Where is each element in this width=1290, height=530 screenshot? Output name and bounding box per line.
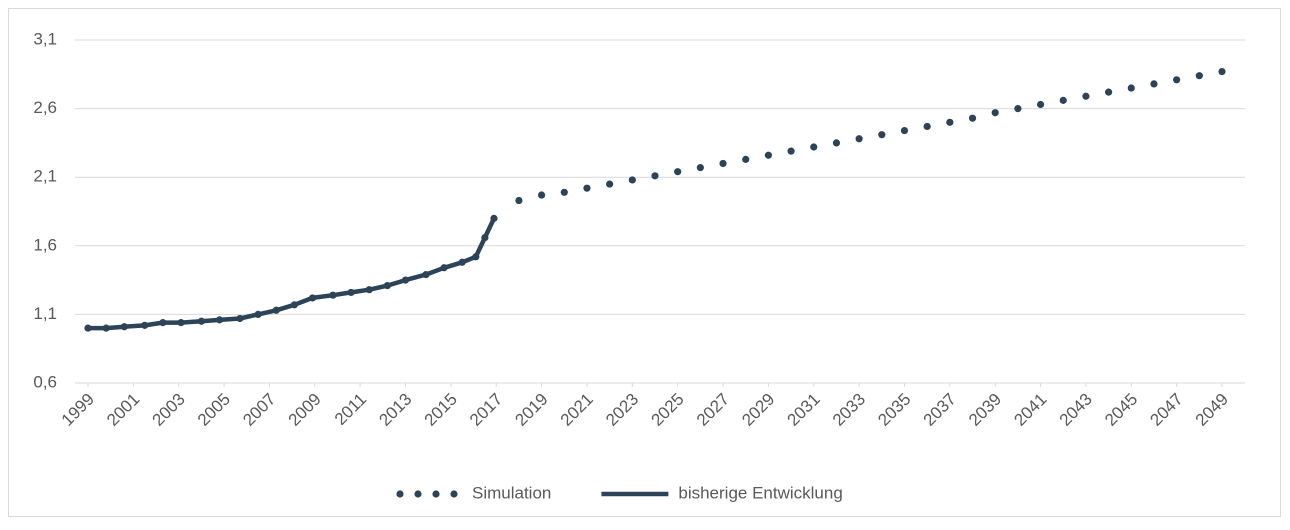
y-tick-label: 0,6 bbox=[33, 372, 57, 391]
data-point bbox=[764, 151, 773, 159]
y-tick-label: 2,6 bbox=[33, 98, 57, 117]
data-point bbox=[1036, 100, 1045, 109]
data-point bbox=[946, 118, 954, 126]
chart-border bbox=[8, 8, 1281, 517]
data-point bbox=[560, 188, 568, 196]
data-point bbox=[968, 114, 977, 122]
y-tick-label: 2,1 bbox=[33, 167, 57, 186]
data-point bbox=[1218, 67, 1226, 76]
data-point bbox=[674, 168, 682, 176]
data-point bbox=[1105, 88, 1113, 96]
data-point bbox=[1150, 80, 1158, 88]
legend-label: bisherige Entwicklung bbox=[678, 483, 842, 502]
y-tick-label: 1,1 bbox=[33, 304, 57, 323]
data-point bbox=[878, 131, 886, 139]
data-point bbox=[810, 143, 818, 151]
legend-label: Simulation bbox=[472, 483, 551, 502]
data-point bbox=[855, 135, 863, 143]
legend-swatch bbox=[396, 490, 404, 498]
legend-swatch bbox=[450, 490, 458, 498]
data-line bbox=[85, 216, 497, 331]
data-point bbox=[1082, 92, 1090, 100]
plot bbox=[84, 67, 1226, 332]
data-point bbox=[651, 172, 659, 180]
data-point bbox=[583, 184, 591, 192]
grid bbox=[75, 39, 1245, 387]
data-point bbox=[900, 126, 909, 135]
data-point bbox=[628, 176, 636, 184]
legend-swatch bbox=[432, 490, 440, 498]
data-point bbox=[606, 180, 614, 188]
data-point bbox=[719, 159, 727, 168]
data-point bbox=[787, 147, 795, 155]
data-point bbox=[1173, 76, 1181, 84]
data-point bbox=[1014, 105, 1022, 113]
data-point bbox=[923, 122, 931, 131]
data-point bbox=[742, 155, 750, 163]
data-point bbox=[515, 196, 523, 205]
data-point bbox=[1195, 72, 1203, 80]
data-point bbox=[832, 139, 841, 147]
y-tick-label: 1,6 bbox=[33, 235, 57, 254]
legend-swatch bbox=[414, 490, 422, 498]
y-tick-label: 3,1 bbox=[33, 29, 57, 48]
data-point bbox=[538, 191, 546, 199]
data-point bbox=[696, 163, 704, 172]
data-point bbox=[1059, 96, 1067, 104]
data-point bbox=[1127, 84, 1135, 92]
data-point bbox=[991, 109, 999, 117]
